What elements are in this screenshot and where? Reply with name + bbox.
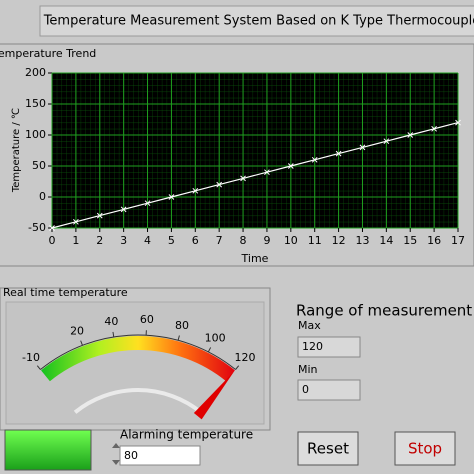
y-tick-label: 0 <box>39 190 46 203</box>
alarm-field[interactable] <box>119 445 201 466</box>
point-marker <box>359 144 366 151</box>
title-box <box>39 5 474 37</box>
gauge-tick <box>112 331 115 337</box>
x-tick-label: 13 <box>355 234 369 247</box>
point-marker <box>192 187 199 194</box>
y-tick-label: 200 <box>25 66 46 79</box>
app-title: Temperature Measurement System Based on … <box>43 14 474 29</box>
x-tick-label: 0 <box>49 234 56 247</box>
x-tick-label: 1 <box>72 234 79 247</box>
point-marker <box>144 200 151 207</box>
x-tick-label: 4 <box>144 234 151 247</box>
y-tick-label: -50 <box>28 221 46 234</box>
gauge: -10 20 40 60 80 100 120 <box>22 313 255 420</box>
point-marker <box>240 175 246 182</box>
gauge-color-band <box>41 336 235 382</box>
minor-grid <box>52 73 458 228</box>
x-tick-label: 9 <box>263 234 270 247</box>
chart-title: Temperature Trend <box>0 47 96 60</box>
min-label: Min <box>298 363 318 376</box>
x-axis-label: Time <box>241 252 269 265</box>
alarm-led <box>4 429 92 471</box>
point-marker <box>96 212 103 219</box>
max-label: Max <box>298 319 321 332</box>
gauge-scale-arc <box>40 334 236 370</box>
x-tick-label: 11 <box>308 234 322 247</box>
gauge-tick-label: 120 <box>234 351 255 364</box>
gauge-tick <box>36 365 41 370</box>
gauge-tick-label: 80 <box>175 319 189 332</box>
gauge-face <box>5 301 265 425</box>
point-marker <box>335 150 342 157</box>
gauge-tick-label: -10 <box>22 351 40 364</box>
point-marker <box>455 119 461 126</box>
reset-label: Reset <box>307 440 349 458</box>
alarm-value: 80 <box>124 449 138 462</box>
stop-button[interactable] <box>394 431 456 466</box>
x-tick-label: 14 <box>379 234 393 247</box>
point-marker <box>264 169 270 176</box>
point-marker <box>431 125 437 132</box>
gauge-tick <box>235 365 240 370</box>
stop-label: Stop <box>408 440 442 458</box>
point-marker <box>120 206 127 213</box>
gauge-tick <box>177 335 180 341</box>
x-tick-label: 16 <box>427 234 441 247</box>
gauge-tick <box>80 340 83 346</box>
trend-line <box>51 122 459 229</box>
point-marker <box>168 194 175 200</box>
x-tick-label: 6 <box>192 234 199 247</box>
x-tick-label: 8 <box>240 234 247 247</box>
gauge-tick-label: 60 <box>140 313 154 326</box>
alarm-spinner[interactable] <box>112 443 120 465</box>
max-field[interactable] <box>297 336 361 358</box>
y-tick-label: 100 <box>25 128 46 141</box>
x-tick-label: 12 <box>332 234 346 247</box>
x-tick-label: 2 <box>96 234 103 247</box>
gauge-tick-label: 40 <box>104 315 118 328</box>
point-marker <box>311 156 318 163</box>
point-marker <box>49 225 55 231</box>
gauge-title: Real time temperature <box>3 286 128 299</box>
y-tick-label: 150 <box>25 97 46 110</box>
gauge-needle <box>193 371 235 420</box>
x-tick-label: 10 <box>284 234 298 247</box>
gauge-tick <box>207 347 212 353</box>
point-marker <box>407 132 414 138</box>
min-value: 0 <box>302 383 309 396</box>
point-marker <box>383 138 390 145</box>
y-axis-label: Temperature / ℃ <box>11 108 22 193</box>
x-tick-label: 17 <box>451 234 465 247</box>
point-marker <box>73 218 79 225</box>
gauge-hub-arc <box>73 388 203 414</box>
max-value: 120 <box>302 340 323 353</box>
gauge-tick-label: 100 <box>205 332 226 345</box>
x-tick-label: 3 <box>120 234 127 247</box>
min-field[interactable] <box>297 379 361 401</box>
point-marker <box>287 163 294 169</box>
y-tick-label: 50 <box>32 159 46 172</box>
x-tick-label: 7 <box>216 234 223 247</box>
gauge-tick-label: 20 <box>70 324 84 337</box>
alarm-label: Alarming temperature <box>120 428 253 442</box>
point-marker <box>216 181 223 188</box>
reset-button[interactable] <box>297 431 359 466</box>
x-tick-label: 5 <box>168 234 175 247</box>
range-title: Range of measurement <box>296 302 472 320</box>
x-tick-label: 15 <box>403 234 417 247</box>
